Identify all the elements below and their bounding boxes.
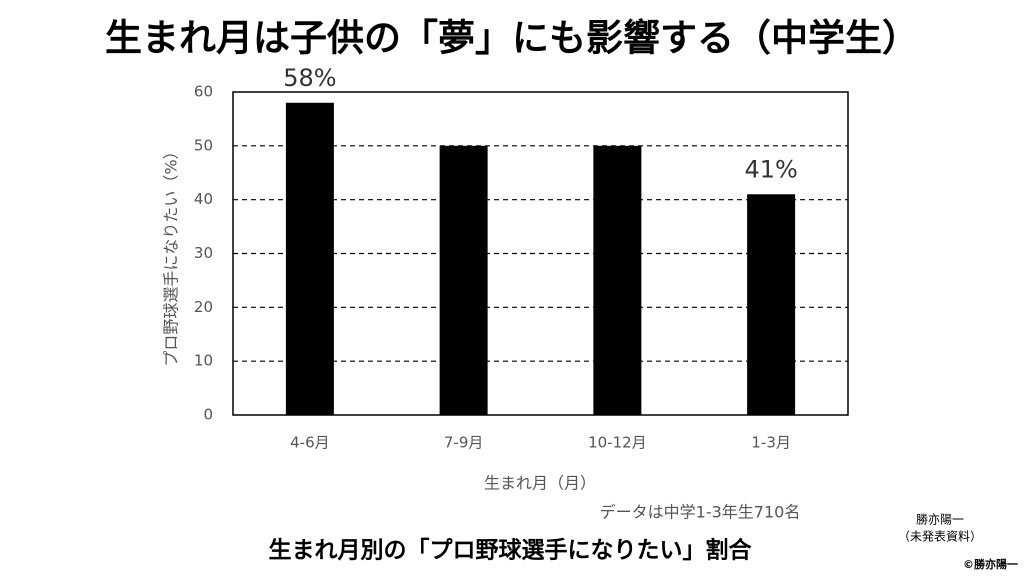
x-tick-label: 10-12月 — [588, 434, 647, 452]
y-tick-label: 10 — [194, 352, 213, 370]
y-tick-label: 40 — [194, 190, 213, 208]
x-tick-label: 1-3月 — [751, 434, 791, 452]
x-tick-label: 7-9月 — [444, 434, 484, 452]
y-axis-label: プロ野球選手になりたい（%） — [162, 143, 181, 366]
x-tick-label: 4-6月 — [290, 434, 330, 452]
y-tick-label: 30 — [194, 244, 213, 262]
y-tick-label: 60 — [194, 83, 213, 101]
bar — [747, 194, 796, 415]
bar — [439, 145, 488, 416]
author: 勝亦陽一 — [916, 512, 964, 527]
chart-title: 生まれ月は子供の「夢」にも影響する（中学生） — [105, 17, 919, 60]
caption: 生まれ月別の「プロ野球選手になりたい」割合 — [269, 537, 753, 564]
data-label: 41% — [744, 155, 797, 183]
note: データは中学1-3年生710名 — [600, 503, 801, 522]
bar — [593, 145, 642, 416]
y-tick-label: 0 — [203, 406, 213, 424]
copyright: ©勝亦陽一 — [963, 557, 1018, 571]
data-label: 58% — [283, 64, 336, 92]
x-axis-label: 生まれ月（月） — [484, 474, 596, 493]
plot-frame — [232, 91, 849, 416]
bar — [285, 102, 334, 416]
source-note: （未発表資料） — [898, 530, 982, 544]
y-tick-label: 20 — [194, 298, 213, 316]
y-tick-label: 50 — [194, 136, 213, 154]
